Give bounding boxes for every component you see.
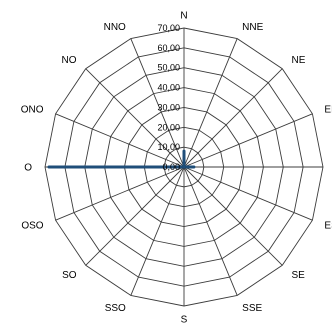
series-point — [183, 150, 185, 152]
direction-label: OSO — [21, 221, 43, 232]
grid-spoke — [184, 167, 282, 265]
direction-label: SE — [291, 270, 305, 281]
radial-tick-labels: 0,00 10,00 20,00 30,00 40,00 50,00 60,00 70,00 — [157, 23, 180, 172]
grid-spoke — [184, 167, 237, 295]
grid-spoke — [86, 167, 184, 265]
direction-label: ESE — [324, 221, 332, 232]
direction-label: N — [180, 11, 187, 22]
direction-label: NE — [291, 55, 305, 66]
tick-label: 70,00 — [157, 23, 180, 33]
direction-label: SO — [62, 270, 77, 281]
tick-label: 20,00 — [157, 122, 180, 132]
grid-spoke — [56, 167, 184, 220]
tick-label: 50,00 — [157, 63, 180, 73]
series-point — [193, 166, 195, 168]
tick-label: 30,00 — [157, 102, 180, 112]
grid-spoke — [184, 69, 282, 167]
direction-label: NNE — [242, 22, 263, 33]
direction-label: ENE — [324, 104, 332, 115]
direction-label: SSO — [105, 303, 126, 314]
series-point — [48, 166, 50, 168]
tick-label: 0,00 — [162, 162, 180, 172]
direction-label: O — [24, 163, 32, 174]
tick-label: 10,00 — [157, 142, 180, 152]
direction-label: S — [181, 315, 188, 326]
direction-label: ONO — [21, 104, 44, 115]
tick-label: 60,00 — [157, 43, 180, 53]
grid-spoke — [184, 167, 312, 220]
tick-label: 40,00 — [157, 83, 180, 93]
direction-label: NNO — [104, 22, 126, 33]
grid-spoke — [184, 114, 312, 167]
direction-label: NO — [62, 55, 77, 66]
direction-label: SSE — [242, 303, 262, 314]
grid-spoke — [131, 167, 184, 295]
series-point — [183, 166, 185, 168]
grid-spoke — [184, 39, 237, 167]
